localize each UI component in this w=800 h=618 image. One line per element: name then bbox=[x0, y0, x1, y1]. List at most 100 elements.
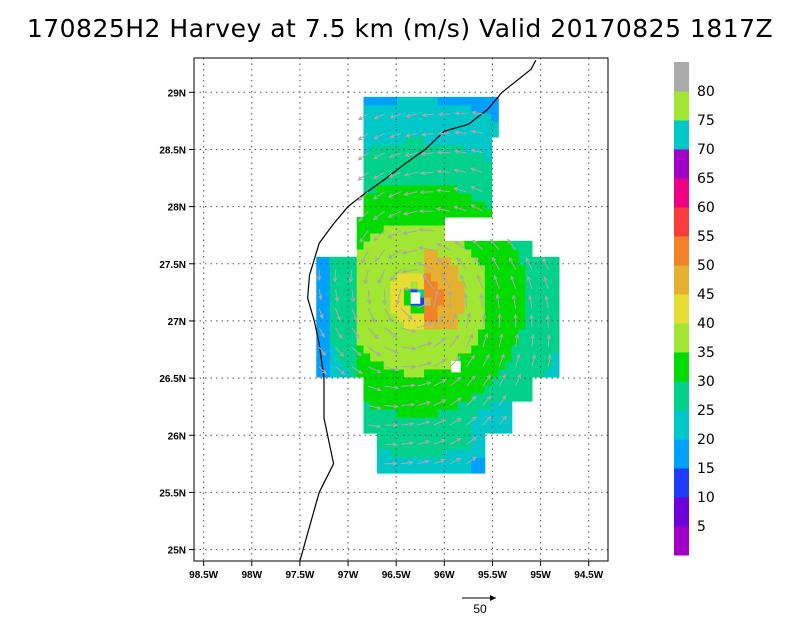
wind-cell bbox=[478, 208, 486, 218]
wind-cell bbox=[471, 96, 479, 106]
wind-cell bbox=[383, 296, 391, 306]
wind-cell bbox=[376, 320, 385, 330]
wind-vector-head bbox=[470, 129, 476, 134]
wind-cell bbox=[457, 280, 466, 290]
wind-cell bbox=[430, 296, 439, 306]
wind-vector bbox=[436, 257, 451, 270]
colorbar-bin bbox=[674, 381, 689, 411]
wind-cell bbox=[403, 152, 412, 162]
wind-cell bbox=[397, 360, 405, 370]
wind-cell bbox=[491, 376, 499, 386]
wind-vector-head bbox=[542, 257, 547, 263]
lon-tick-label: 98W bbox=[241, 570, 262, 581]
wind-cell bbox=[363, 312, 371, 322]
wind-vector-head bbox=[376, 424, 382, 429]
wind-vector-head bbox=[501, 373, 506, 379]
lat-lon-grid bbox=[194, 58, 608, 561]
wind-vector-head bbox=[439, 315, 445, 321]
wind-vector bbox=[422, 132, 434, 136]
wind-vector bbox=[405, 152, 418, 157]
wind-cell bbox=[363, 409, 371, 418]
wind-cell bbox=[531, 288, 540, 298]
wind-cell bbox=[437, 216, 445, 226]
wind-cell bbox=[417, 248, 425, 258]
wind-cell bbox=[397, 136, 405, 146]
wind-cell bbox=[430, 232, 439, 242]
wind-cell bbox=[336, 336, 344, 346]
wind-cell bbox=[390, 152, 398, 162]
wind-cell bbox=[444, 368, 452, 378]
wind-cell bbox=[457, 401, 466, 410]
lon-tick-label: 95W bbox=[530, 570, 551, 581]
wind-cell bbox=[390, 433, 398, 442]
wind-cell bbox=[518, 288, 526, 298]
wind-cell bbox=[350, 312, 358, 322]
wind-cell bbox=[316, 328, 324, 338]
wind-cell bbox=[383, 312, 391, 322]
colorbar-label: 40 bbox=[697, 316, 715, 332]
wind-cell bbox=[417, 376, 425, 386]
wind-cell bbox=[403, 360, 412, 370]
wind-cell bbox=[437, 304, 445, 314]
wind-vector-head bbox=[376, 405, 382, 410]
wind-cell bbox=[370, 144, 378, 154]
wind-cell bbox=[350, 360, 358, 370]
wind-cell bbox=[518, 320, 526, 330]
wind-cell bbox=[370, 272, 378, 282]
wind-cell bbox=[390, 360, 398, 370]
wind-cell bbox=[531, 328, 540, 338]
wind-vector bbox=[491, 257, 500, 270]
wind-vector-head bbox=[376, 369, 382, 374]
wind-cell bbox=[403, 368, 412, 378]
wind-vector bbox=[374, 132, 385, 140]
wind-cell bbox=[444, 112, 452, 122]
wind-cell bbox=[383, 232, 391, 242]
wind-cell bbox=[403, 104, 412, 114]
wind-cell bbox=[525, 296, 533, 306]
wind-cell bbox=[451, 328, 459, 338]
colorbar-bin bbox=[674, 323, 689, 353]
reference-vector-head bbox=[490, 595, 496, 601]
wind-cell bbox=[417, 320, 425, 330]
lat-tick-label: 29N bbox=[168, 88, 186, 99]
wind-vector bbox=[433, 399, 446, 406]
wind-vector-head bbox=[382, 300, 387, 306]
wind-cell bbox=[505, 240, 513, 250]
wind-cell bbox=[390, 425, 398, 434]
wind-cell bbox=[430, 425, 439, 434]
wind-cell bbox=[410, 425, 418, 434]
wind-cell bbox=[545, 320, 553, 330]
wind-cell bbox=[538, 320, 546, 330]
wind-cell bbox=[451, 441, 459, 450]
wind-vector bbox=[318, 308, 324, 319]
wind-vector bbox=[449, 397, 462, 406]
wind-cell bbox=[430, 272, 439, 282]
wind-cell bbox=[444, 240, 452, 250]
wind-cell bbox=[451, 296, 459, 306]
wind-vector-head bbox=[395, 299, 401, 305]
wind-cell bbox=[316, 296, 324, 306]
wind-cell bbox=[410, 401, 418, 410]
wind-cell bbox=[478, 417, 486, 426]
wind-vector-head bbox=[422, 273, 427, 279]
wind-vector-head bbox=[452, 205, 458, 210]
wind-cell bbox=[464, 425, 472, 434]
wind-cell bbox=[430, 224, 439, 234]
wind-cell bbox=[471, 192, 479, 202]
wind-cell bbox=[336, 256, 344, 266]
wind-vector-head bbox=[357, 369, 363, 374]
wind-vector bbox=[460, 275, 467, 290]
wind-vector-head bbox=[322, 369, 327, 375]
wind-cell bbox=[498, 384, 506, 394]
wind-cell bbox=[397, 184, 405, 194]
wind-cell bbox=[363, 104, 371, 114]
wind-cell bbox=[410, 208, 418, 218]
wind-vector bbox=[455, 131, 467, 134]
wind-cell bbox=[505, 328, 513, 338]
wind-cell bbox=[478, 168, 486, 178]
wind-cell bbox=[323, 280, 331, 290]
wind-vector bbox=[449, 437, 461, 445]
wind-cell bbox=[403, 441, 412, 450]
wind-cell bbox=[430, 184, 439, 194]
wind-cell bbox=[545, 272, 553, 282]
